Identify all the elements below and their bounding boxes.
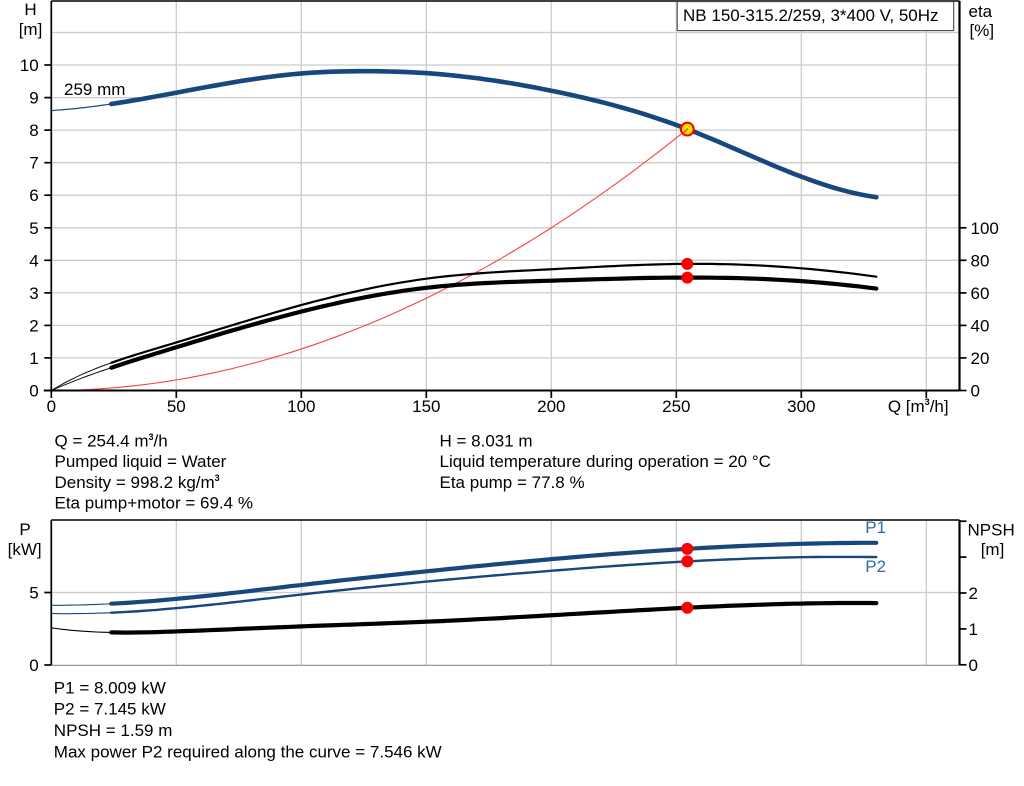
- svg-text:P2: P2: [865, 557, 886, 576]
- svg-text:200: 200: [537, 397, 565, 416]
- svg-text:H: H: [24, 0, 36, 19]
- svg-text:250: 250: [662, 397, 690, 416]
- svg-text:300: 300: [787, 397, 815, 416]
- svg-text:Density = 998.2 kg/m3: Density = 998.2 kg/m3: [55, 473, 220, 492]
- svg-text:Max power P2 required along th: Max power P2 required along the curve = …: [54, 743, 442, 762]
- svg-text:P2 = 7.145 kW: P2 = 7.145 kW: [54, 700, 166, 719]
- svg-text:5: 5: [29, 584, 38, 603]
- svg-text:80: 80: [971, 251, 990, 270]
- svg-text:60: 60: [971, 284, 990, 303]
- svg-text:259 mm: 259 mm: [64, 80, 125, 99]
- svg-text:Eta pump = 77.8 %: Eta pump = 77.8 %: [440, 473, 585, 492]
- svg-text:150: 150: [412, 397, 440, 416]
- svg-text:3: 3: [29, 284, 38, 303]
- svg-text:Eta pump+motor = 69.4 %: Eta pump+motor = 69.4 %: [55, 494, 253, 513]
- svg-text:Q [m3/h]: Q [m3/h]: [888, 397, 949, 416]
- svg-text:Pumped liquid = Water: Pumped liquid = Water: [55, 452, 227, 471]
- svg-text:2: 2: [969, 584, 978, 603]
- svg-text:[m]: [m]: [19, 20, 43, 39]
- svg-text:H = 8.031 m: H = 8.031 m: [440, 432, 533, 451]
- svg-text:7: 7: [29, 154, 38, 173]
- svg-text:20: 20: [971, 349, 990, 368]
- svg-text:0: 0: [29, 656, 38, 675]
- svg-text:Liquid temperature during oper: Liquid temperature during operation = 20…: [440, 452, 771, 471]
- svg-text:100: 100: [971, 219, 999, 238]
- svg-text:P1 = 8.009 kW: P1 = 8.009 kW: [54, 678, 166, 697]
- svg-text:5: 5: [29, 219, 38, 238]
- svg-text:50: 50: [167, 397, 186, 416]
- svg-text:0: 0: [969, 656, 978, 675]
- svg-text:NPSH = 1.59 m: NPSH = 1.59 m: [54, 721, 173, 740]
- svg-text:[kW]: [kW]: [8, 540, 42, 559]
- svg-text:40: 40: [971, 316, 990, 335]
- svg-text:P: P: [19, 520, 30, 539]
- svg-text:[%]: [%]: [970, 21, 995, 40]
- svg-text:Q = 254.4 m3/h: Q = 254.4 m3/h: [55, 432, 168, 451]
- svg-text:[m]: [m]: [981, 540, 1005, 559]
- svg-text:P1: P1: [865, 518, 886, 537]
- svg-text:NB 150-315.2/259, 3*400 V, 50H: NB 150-315.2/259, 3*400 V, 50Hz: [683, 6, 939, 25]
- svg-text:0: 0: [47, 397, 56, 416]
- svg-text:9: 9: [29, 89, 38, 108]
- svg-text:1: 1: [969, 620, 978, 639]
- svg-text:10: 10: [20, 56, 39, 75]
- svg-text:8: 8: [29, 121, 38, 140]
- svg-text:100: 100: [287, 397, 315, 416]
- svg-text:1: 1: [29, 349, 38, 368]
- svg-text:4: 4: [29, 251, 38, 270]
- svg-text:0: 0: [29, 382, 38, 401]
- svg-text:0: 0: [971, 382, 980, 401]
- svg-text:6: 6: [29, 186, 38, 205]
- svg-text:eta: eta: [969, 2, 993, 21]
- svg-text:NPSH: NPSH: [968, 521, 1015, 540]
- svg-text:2: 2: [29, 316, 38, 335]
